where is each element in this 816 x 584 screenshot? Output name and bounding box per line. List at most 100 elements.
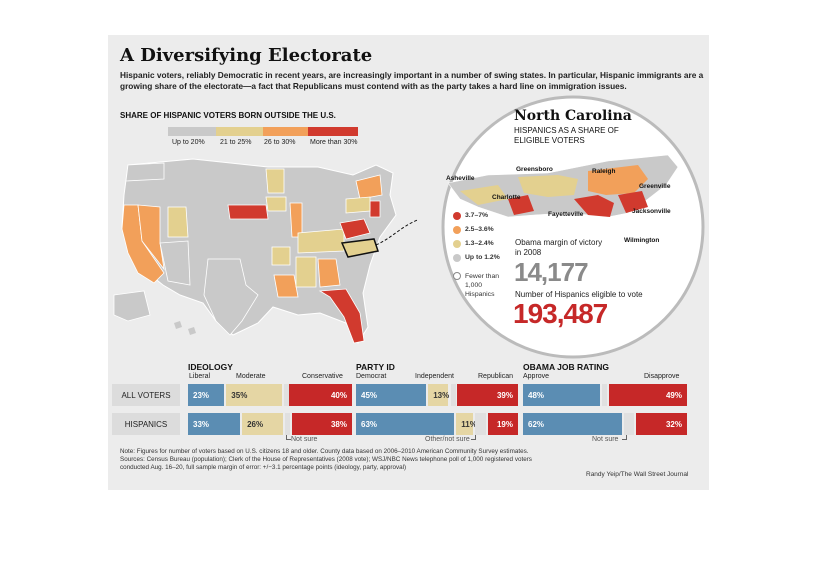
col-label-republican: Republican — [478, 373, 514, 380]
job-not-sure-note: Not sure — [592, 436, 619, 443]
state-la — [273, 274, 299, 298]
bar-ideology-conservative-all: 40% — [288, 384, 352, 406]
state-ak — [113, 290, 151, 322]
nc-region-jacksonville — [618, 191, 648, 213]
state-nv — [137, 204, 165, 271]
legend-label-over-30: More than 30% — [310, 139, 358, 146]
state-fl — [318, 288, 365, 344]
state-hi — [174, 321, 196, 335]
party-other-bracket — [471, 435, 476, 440]
city-label-fayetteville: Fayetteville — [548, 211, 584, 218]
bar-obama-job-rating-disapprove-all: 49% — [608, 384, 687, 406]
job-not-sure-bracket — [622, 435, 627, 440]
nc-connector-arrow — [375, 219, 418, 246]
obama-margin-label: Obama margin of victory in 2008 — [515, 238, 603, 257]
footer-sources: Sources: Census Bureau (population); Cle… — [120, 456, 532, 471]
legend-swatch-up-to-20 — [168, 127, 216, 136]
state-az — [159, 240, 191, 286]
city-label-greensboro: Greensboro — [516, 166, 553, 173]
col-label-independent: Independent — [415, 373, 454, 380]
job-rating-title: OBAMA JOB RATING — [523, 362, 609, 372]
state-pa — [345, 196, 371, 214]
state-nc — [340, 238, 379, 258]
bar-party-id-other-not-sure-hispanics — [475, 413, 487, 435]
col-label-liberal: Liberal — [189, 373, 211, 380]
bar-party-id-other-not-sure-all — [450, 384, 456, 406]
legend-label-26-30: 26 to 30% — [264, 139, 296, 146]
bar-ideology-moderate-hispanics: 26% — [242, 413, 284, 435]
bar-ideology-liberal-hispanics: 33% — [188, 413, 241, 435]
party-other-note: Other/not sure — [425, 436, 470, 443]
state-ms-al — [295, 256, 317, 288]
col-label-democrat: Democrat — [356, 373, 387, 380]
city-label-charlotte: Charlotte — [492, 194, 521, 201]
nc-callout-circle — [441, 95, 705, 359]
nc-title: North Carolina — [514, 108, 632, 124]
footer-note: Note: Figures for number of voters based… — [120, 448, 529, 455]
bar-obama-job-rating-approve-hispanics: 62% — [523, 413, 623, 435]
bar-obama-job-rating-approve-all: 48% — [523, 384, 600, 406]
col-label-moderate: Moderate — [236, 373, 266, 380]
state-tx — [203, 258, 259, 336]
ideology-not-sure-note: Not sure — [291, 436, 318, 443]
legend-label-up-to-20: Up to 20% — [172, 139, 205, 146]
bar-obama-job-rating-not-sure-hispanics — [624, 413, 634, 435]
page-subtitle: Hispanic voters, reliably Democratic in … — [120, 70, 704, 91]
city-label-greenville: Greenville — [639, 183, 671, 190]
bar-party-id-republican-hispanics: 19% — [488, 413, 518, 435]
infographic-panel: A Diversifying Electorate Hispanic voter… — [108, 35, 709, 490]
nc-legend-dot-mid-high — [453, 226, 461, 234]
row-label-hispanics: HISPANICS — [112, 413, 180, 435]
state-mn — [265, 168, 285, 194]
bar-ideology-liberal-all: 23% — [188, 384, 225, 406]
col-label-approve: Approve — [523, 373, 550, 380]
bar-ideology-moderate-all: 35% — [226, 384, 282, 406]
city-label-asheville: Asheville — [446, 175, 475, 182]
state-ia — [265, 196, 287, 212]
nc-region-east — [588, 165, 648, 195]
page-title: A Diversifying Electorate — [120, 45, 373, 66]
obama-margin-value: 14,177 — [514, 257, 589, 287]
bar-party-id-republican-all: 39% — [457, 384, 518, 406]
city-label-raleigh: Raleigh — [592, 168, 616, 175]
nc-region-piedmont — [518, 175, 578, 197]
legend-swatch-over-30 — [308, 127, 358, 136]
nc-legend-dot-low — [453, 254, 461, 262]
bar-party-id-independent-all: 13% — [428, 384, 449, 406]
bar-ideology-not-sure-all — [283, 384, 289, 406]
city-label-jacksonville: Jacksonville — [632, 208, 671, 215]
nc-legend-dot-few — [453, 272, 461, 280]
state-va — [339, 218, 371, 240]
footer-credit: Randy Yeip/The Wall Street Journal — [586, 471, 689, 478]
eligible-hispanics-label: Number of Hispanics eligible to vote — [515, 290, 643, 299]
bar-obama-job-rating-disapprove-hispanics: 32% — [635, 413, 687, 435]
bar-ideology-conservative-hispanics: 38% — [292, 413, 352, 435]
legend-swatch-26-30 — [263, 127, 308, 136]
state-ne — [227, 204, 269, 220]
city-label-wilmington: Wilmington — [624, 237, 660, 244]
bar-party-id-democrat-all: 45% — [356, 384, 427, 406]
state-ar — [271, 246, 291, 266]
bar-ideology-not-sure-hispanics — [285, 413, 291, 435]
legend-swatch-21-25 — [216, 127, 263, 136]
state-tn-ky — [297, 228, 345, 254]
col-label-disapprove: Disapprove — [644, 373, 680, 380]
state-wa — [125, 162, 165, 182]
state-nj-md — [369, 200, 381, 218]
ideology-title: IDEOLOGY — [188, 362, 233, 372]
state-ga — [317, 258, 341, 288]
row-label-all-voters: ALL VOTERS — [112, 384, 180, 406]
footer-notes: Note: Figures for number of voters based… — [120, 448, 560, 472]
bar-party-id-independent-hispanics: 11% — [456, 413, 477, 435]
state-ut — [167, 206, 189, 238]
nc-legend-label-mid-low: 1.3–2.4% — [465, 240, 494, 247]
bar-party-id-democrat-hispanics: 63% — [356, 413, 455, 435]
nc-legend-dot-mid-low — [453, 240, 461, 248]
nc-legend-label-few: Fewer than 1,000 Hispanics — [465, 273, 500, 298]
nc-region-fayetteville — [574, 195, 614, 217]
col-label-conservative: Conservative — [302, 373, 343, 380]
eligible-hispanics-value: 193,487 — [513, 298, 608, 329]
nc-legend-label-high: 3.7–7% — [465, 212, 489, 219]
nc-legend-label-low: Up to 1.2% — [465, 254, 500, 261]
state-il — [289, 202, 303, 238]
